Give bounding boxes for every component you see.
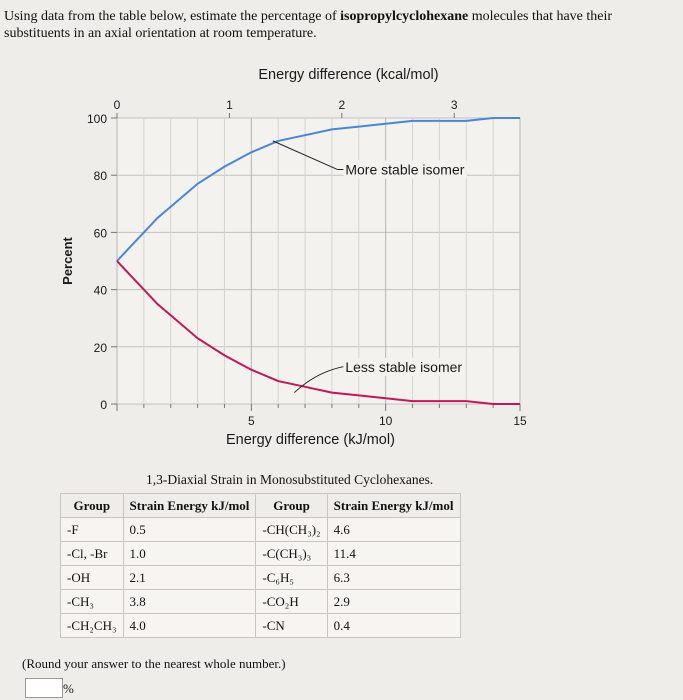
question-text: Using data from the table below, estimat…	[4, 8, 674, 42]
rounding-note: (Round your answer to the nearest whole …	[22, 656, 286, 671]
table-row: -F 0.5 -CH(CH₃)₂ 4.6	[60, 517, 461, 542]
header-strain-1: Strain Energy kJ/mol	[122, 493, 257, 518]
table-cell: 4.6	[326, 517, 461, 542]
table-cell: -F	[60, 517, 124, 542]
table-cell: 11.4	[326, 541, 461, 566]
header-strain-2: Strain Energy kJ/mol	[326, 493, 461, 518]
table-cell: 0.5	[122, 517, 257, 542]
table-cell: -CH₂CH₃	[60, 613, 124, 638]
x-top-tick-label: 1	[226, 98, 233, 112]
annotation-background	[343, 357, 465, 376]
question-prefix: Using data from the table below, estimat…	[4, 9, 341, 24]
table-cell: -OH	[60, 565, 124, 590]
y-tick-label: 40	[94, 284, 108, 298]
x-tick-label: 15	[513, 414, 527, 428]
table-cell: -CH₃	[60, 589, 124, 614]
table-row: -CH₃ 3.8 -CO₂H 2.9	[60, 589, 461, 614]
annotation-leader-less-stable	[293, 366, 343, 393]
table-cell: -Cl, -Br	[60, 541, 124, 566]
table-cell: -CO₂H	[255, 589, 328, 614]
series-line-more-stable	[116, 117, 520, 262]
table-header-row: Group Strain Energy kJ/mol Group Strain …	[60, 493, 461, 518]
x-top-tick-label: 0	[114, 98, 121, 112]
table-cell: -CN	[255, 613, 328, 638]
series-line-less-stable	[116, 260, 520, 405]
compound-name: isopropylcyclohexane	[340, 9, 469, 24]
energy-percent-chart: 0 20 40 60 80 100 5 10 15 0 1 2 3 Energy difference (…	[60, 67, 527, 448]
annotation-background	[343, 160, 467, 179]
table-row: -Cl, -Br 1.0 -C(CH₃)₃ 11.4	[60, 541, 461, 566]
annotation-less-stable: Less stable isomer	[345, 359, 462, 375]
y-axis-title: Percent	[60, 236, 75, 284]
y-tick-label: 100	[87, 112, 107, 126]
x-tick-label: 5	[248, 414, 255, 428]
x-top-tick-label: 3	[451, 98, 458, 112]
y-tick-label: 20	[94, 341, 108, 355]
answer-input[interactable]	[25, 678, 63, 698]
table-cell: 3.8	[122, 589, 257, 614]
y-tick-label: 60	[94, 226, 108, 240]
table-title: 1,3-Diaxial Strain in Monosubstituted Cy…	[146, 472, 434, 487]
table-cell: -CH(CH₃)₂	[255, 517, 328, 542]
header-group-2: Group	[255, 493, 328, 518]
strain-energy-table: Group Strain Energy kJ/mol Group Strain …	[60, 493, 461, 638]
annotation-leader-more-stable	[272, 140, 338, 170]
y-tick-label: 80	[94, 169, 108, 183]
table-row: -OH 2.1 -C₆H₅ 6.3	[60, 565, 461, 590]
x-tick-label: 10	[379, 414, 393, 428]
table-row: -CH₂CH₃ 4.0 -CN 0.4	[60, 613, 461, 638]
table-cell: 4.0	[122, 613, 257, 638]
question-suffix: molecules that have their substituents i…	[4, 9, 613, 41]
x-top-axis-title: Energy difference (kcal/mol)	[258, 67, 438, 83]
x-top-tick-label: 2	[338, 98, 345, 112]
x-axis-title: Energy difference (kJ/mol)	[226, 432, 395, 448]
table-cell: -C(CH₃)₃	[255, 541, 328, 566]
table-cell: 1.0	[122, 541, 257, 566]
y-tick-label: 0	[100, 398, 107, 412]
table-cell: 0.4	[326, 613, 461, 638]
table-cell: 6.3	[326, 565, 461, 590]
header-group-1: Group	[60, 493, 124, 518]
table-cell: 2.1	[122, 565, 257, 590]
annotation-more-stable: More stable isomer	[345, 161, 464, 177]
table-cell: 2.9	[326, 589, 461, 614]
percent-unit: %	[63, 681, 74, 696]
table-cell: -C₆H₅	[255, 565, 328, 590]
